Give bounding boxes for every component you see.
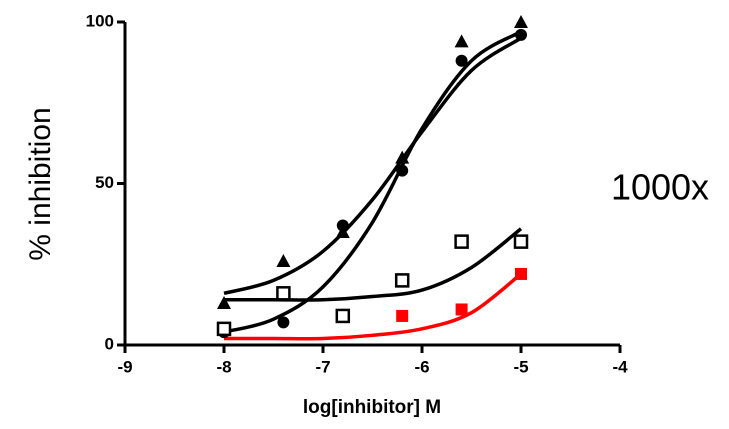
point-square-open — [335, 308, 351, 324]
fit-curve — [223, 227, 523, 302]
point-circle — [515, 28, 527, 41]
y-tick-label: 100 — [86, 11, 114, 30]
point-square — [455, 303, 468, 316]
point-circle — [336, 219, 349, 232]
point-circle — [396, 164, 409, 177]
point-square — [515, 267, 527, 280]
point-triangle — [514, 15, 528, 28]
point-triangle — [276, 254, 291, 268]
annotation: 1000x — [611, 167, 709, 208]
x-tick-label: -6 — [414, 357, 429, 376]
point-circle — [455, 54, 468, 67]
point-square-open — [513, 234, 529, 249]
x-tick-label: -9 — [117, 357, 132, 376]
x-tick-label: -5 — [513, 357, 528, 376]
point-triangle — [454, 34, 469, 48]
point-square-open — [216, 321, 232, 337]
fit-curve — [223, 30, 522, 334]
x-tick-label: -4 — [612, 357, 628, 376]
point-square-open — [276, 286, 291, 301]
y-tick-label: 0 — [105, 334, 114, 353]
point-circle — [277, 316, 290, 329]
x-tick-label: -8 — [216, 357, 231, 376]
y-axis-label: % inhibition — [24, 107, 57, 260]
point-square-open — [454, 234, 469, 249]
point-square-open — [394, 273, 410, 288]
x-tick-label: -7 — [315, 357, 330, 376]
point-triangle — [217, 296, 231, 310]
fit-curve — [224, 272, 523, 341]
point-triangle — [395, 150, 410, 164]
fit-curve — [223, 36, 522, 296]
x-axis-label: log[inhibitor] M — [303, 397, 441, 418]
point-square — [396, 309, 409, 322]
y-tick-label: 50 — [95, 173, 114, 192]
